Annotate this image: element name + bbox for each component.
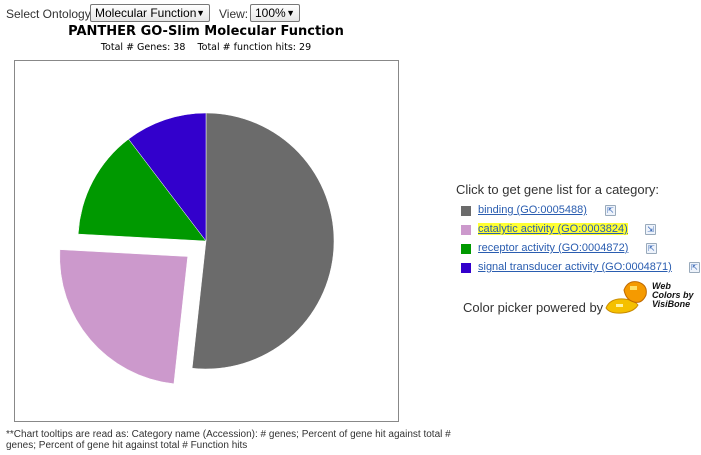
pie-slice-catalytic-activity[interactable] <box>59 249 188 385</box>
external-link-icon[interactable]: ⇱ <box>689 262 700 273</box>
visibone-logo[interactable]: Web Colors by VisiBone <box>604 278 698 318</box>
legend: Click to get gene list for a category: b… <box>456 182 701 279</box>
legend-item-binding: binding (GO:0005488) ⇱ <box>456 203 701 222</box>
ontology-label: Select Ontology: <box>6 7 95 21</box>
legend-link-receptor-activity[interactable]: receptor activity (GO:0004872) <box>478 242 629 254</box>
dropdown-arrow-icon: ▼ <box>196 8 205 18</box>
legend-swatch <box>461 244 471 254</box>
chart-tooltip-footnote: **Chart tooltips are read as: Category n… <box>6 429 451 451</box>
legend-item-receptor-activity: receptor activity (GO:0004872) ⇱ <box>456 241 701 260</box>
legend-link-signal-transducer-activity[interactable]: signal transducer activity (GO:0004871) <box>478 261 672 273</box>
color-picker-credit: Color picker powered by <box>463 300 604 315</box>
external-link-icon[interactable]: ⇱ <box>646 243 657 254</box>
pie-chart-frame <box>14 60 399 422</box>
visibone-logo-graphic <box>605 281 647 314</box>
chart-title: PANTHER GO-Slim Molecular Function <box>68 24 344 39</box>
legend-swatch <box>461 225 471 235</box>
pie-slice-signal-transducer-activity[interactable] <box>128 112 207 242</box>
pie-chart <box>59 112 335 385</box>
legend-item-catalytic-activity: catalytic activity (GO:0003824) ⇲ <box>456 222 701 241</box>
chart-subtitle: Total # Genes: 38 Total # function hits:… <box>100 42 312 53</box>
legend-swatch <box>461 206 471 216</box>
external-link-icon[interactable]: ⇲ <box>645 224 656 235</box>
legend-link-binding[interactable]: binding (GO:0005488) <box>478 204 587 216</box>
visibone-logo-text: Web Colors by VisiBone <box>652 281 694 309</box>
ontology-select[interactable]: Molecular Function ▼ <box>90 4 210 22</box>
view-select-value: 100% <box>255 6 286 20</box>
dropdown-arrow-icon: ▼ <box>286 8 295 18</box>
view-label: View: <box>219 7 249 21</box>
legend-link-catalytic-activity[interactable]: catalytic activity (GO:0003824) <box>478 223 628 235</box>
pie-slice-binding[interactable] <box>191 112 335 370</box>
legend-list: binding (GO:0005488) ⇱ catalytic activit… <box>456 203 701 279</box>
ontology-select-value: Molecular Function <box>95 6 197 20</box>
legend-swatch <box>461 263 471 273</box>
legend-title: Click to get gene list for a category: <box>456 182 660 197</box>
external-link-icon[interactable]: ⇱ <box>605 205 616 216</box>
view-select[interactable]: 100% ▼ <box>250 4 300 22</box>
pie-slice-receptor-activity[interactable] <box>77 138 207 242</box>
legend-item-signal-transducer-activity: signal transducer activity (GO:0004871) … <box>456 260 701 279</box>
